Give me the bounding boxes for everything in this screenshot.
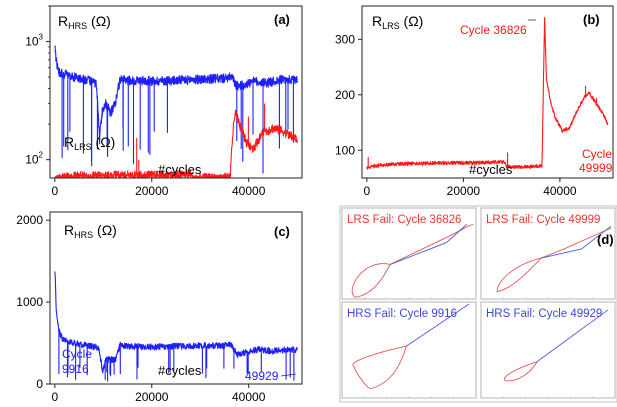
panel-a-frame (49, 5, 303, 179)
series-lrs-line (366, 16, 609, 170)
panel-c-plot (54, 271, 298, 382)
panel-a-xlabel: #cycles (158, 162, 202, 177)
inset-blue-curve (541, 225, 612, 259)
inset-red-curve (496, 227, 612, 293)
inset-frame (480, 301, 616, 399)
y-tick-label: 1000 (16, 295, 43, 309)
inset-red-curve (351, 223, 474, 298)
inset-red-curve (503, 361, 538, 382)
panel-b-lrs-label: RLRS (Ω) (372, 13, 423, 31)
y-tick-label: 300 (335, 32, 355, 46)
inset-blue-curve (406, 303, 470, 347)
panel-c-end-leader (280, 373, 297, 377)
panel-c-cycle-annotation-1: Cycle (62, 347, 92, 361)
x-tick-label: 40000 (543, 184, 577, 198)
y-tick-label: 103 (25, 33, 43, 49)
inset-title: HRS Fail: Cycle 9916 (347, 308, 457, 320)
inset-blue-curve (537, 309, 609, 362)
panel-c-cycle-annotation-2: 9916 (62, 362, 89, 376)
x-tick-label: 0 (52, 390, 59, 404)
inset-title: LRS Fail: Cycle 36826 (347, 214, 461, 226)
y-tick-label: 102 (25, 151, 43, 167)
x-tick-label: 0 (363, 184, 370, 198)
panel-c-end-annotation: 49929 (245, 369, 279, 383)
inset-frame (480, 207, 616, 300)
panel-d-insets: LRS Fail: Cycle 36826 LRS Fail: Cycle 499… (341, 207, 616, 399)
x-tick-label: 20000 (447, 184, 481, 198)
panel-d-panel-label: (d) (597, 232, 614, 247)
panel-b-end-annotation-1: Cycle (582, 147, 612, 161)
series-lrs-line (54, 103, 298, 178)
panel-a-hrs-label: RHRS (Ω) (58, 13, 111, 31)
panel-b: 0 20000 40000 100 200 300 RLRS (Ω) Cycle 3682… (335, 5, 614, 198)
panel-b-axes: 0 20000 40000 100 200 300 (335, 32, 577, 198)
x-tick-label: 0 (52, 184, 59, 198)
panel-a-lrs-label: RLRS (Ω) (64, 134, 115, 152)
x-tick-label: 20000 (135, 390, 169, 404)
panel-c: 0 20000 40000 0 1000 2000 RHRS (Ω) Cycle 9916… (16, 211, 303, 404)
inset-1: LRS Fail: Cycle 36826 (341, 207, 477, 300)
inset-3: HRS Fail: Cycle 9916 (341, 301, 477, 399)
inset-2: LRS Fail: Cycle 49999 (480, 207, 616, 300)
x-tick-label: 40000 (232, 390, 266, 404)
y-tick-label: 100 (335, 143, 355, 157)
x-tick-label: 40000 (232, 184, 266, 198)
x-tick-label: 20000 (135, 184, 169, 198)
y-tick-label: 0 (36, 377, 43, 391)
panel-a-panel-label: (a) (274, 12, 290, 27)
inset-red-curve (352, 345, 407, 389)
inset-title: LRS Fail: Cycle 49999 (486, 214, 600, 226)
panel-c-panel-label: (c) (274, 224, 290, 239)
panel-c-axes: 0 20000 40000 0 1000 2000 (16, 213, 265, 404)
panel-b-panel-label: (b) (583, 12, 600, 27)
series-hrs-line (54, 271, 298, 382)
panel-b-xlabel: #cycles (469, 162, 513, 177)
series-hrs-line (54, 45, 298, 174)
panel-b-frame (361, 5, 614, 179)
panel-a: 0 20000 40000 102 103 RHRS (Ω) RLRS (Ω) #cyc… (25, 5, 303, 198)
panel-b-plot (366, 16, 609, 170)
panel-b-peak-annotation: Cycle 36826 (460, 23, 527, 37)
panel-a-axes: 0 20000 40000 102 103 (25, 5, 266, 198)
panel-a-plot (54, 45, 298, 178)
inset-title: HRS Fail: Cycle 49929 (486, 308, 602, 320)
panel-b-end-annotation-2: 49999 (579, 161, 613, 175)
panel-c-frame (49, 211, 303, 385)
panel-c-xlabel: #cycles (158, 363, 202, 378)
y-tick-label: 200 (335, 88, 355, 102)
panel-d: LRS Fail: Cycle 36826 LRS Fail: Cycle 499… (339, 205, 617, 403)
y-tick-label: 2000 (16, 213, 43, 227)
inset-blue-curve (390, 224, 467, 265)
inset-frame (341, 301, 477, 399)
inset-frame (341, 207, 477, 300)
inset-4: HRS Fail: Cycle 49929 (480, 301, 616, 399)
panel-c-hrs-label: RHRS (Ω) (64, 222, 117, 240)
